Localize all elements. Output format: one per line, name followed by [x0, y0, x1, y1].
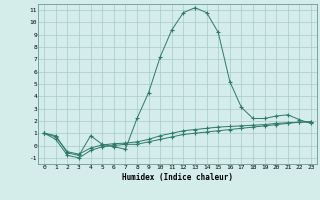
X-axis label: Humidex (Indice chaleur): Humidex (Indice chaleur) [122, 173, 233, 182]
